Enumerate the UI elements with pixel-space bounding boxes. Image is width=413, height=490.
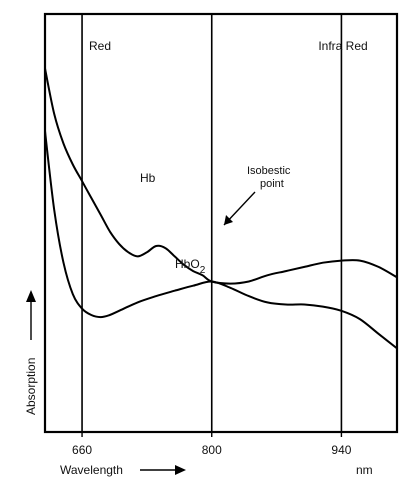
y-axis-arrow	[26, 290, 36, 340]
absorption-curves	[44, 67, 398, 350]
x-axis-arrow-head	[175, 465, 186, 475]
annotation-arrow-head	[224, 215, 233, 225]
x-tick-label-660: 660	[72, 443, 92, 457]
x-tick-label-940: 940	[331, 443, 351, 457]
reference-lines	[81, 14, 343, 432]
ref-label-infrared: Infra Red	[318, 39, 367, 53]
chart-labels: Red Infra Red Hb HbO2 Isobestic point	[89, 39, 368, 276]
x-tick-labels: 660 800 940	[72, 432, 352, 457]
series-label-hbo2-base: HbO	[175, 257, 200, 271]
series-line-hb	[44, 67, 398, 285]
plot-frame	[43, 12, 399, 434]
x-axis-arrow	[140, 465, 186, 475]
annotation-isobestic-line1: Isobestic	[247, 165, 291, 177]
x-axis-title: Wavelength	[60, 463, 123, 477]
ref-label-red: Red	[89, 39, 111, 53]
y-axis-title: Absorption	[24, 358, 38, 415]
series-line-hbo2	[44, 130, 398, 350]
series-label-hbo2-sub: 2	[200, 265, 206, 276]
series-label-hbo2: HbO2	[175, 257, 206, 276]
series-label-hb: Hb	[140, 171, 156, 185]
x-unit-label: nm	[356, 463, 373, 477]
x-tick-label-800: 800	[202, 443, 222, 457]
annotation-isobestic-line2: point	[260, 178, 284, 190]
y-axis-arrow-head	[26, 290, 36, 302]
